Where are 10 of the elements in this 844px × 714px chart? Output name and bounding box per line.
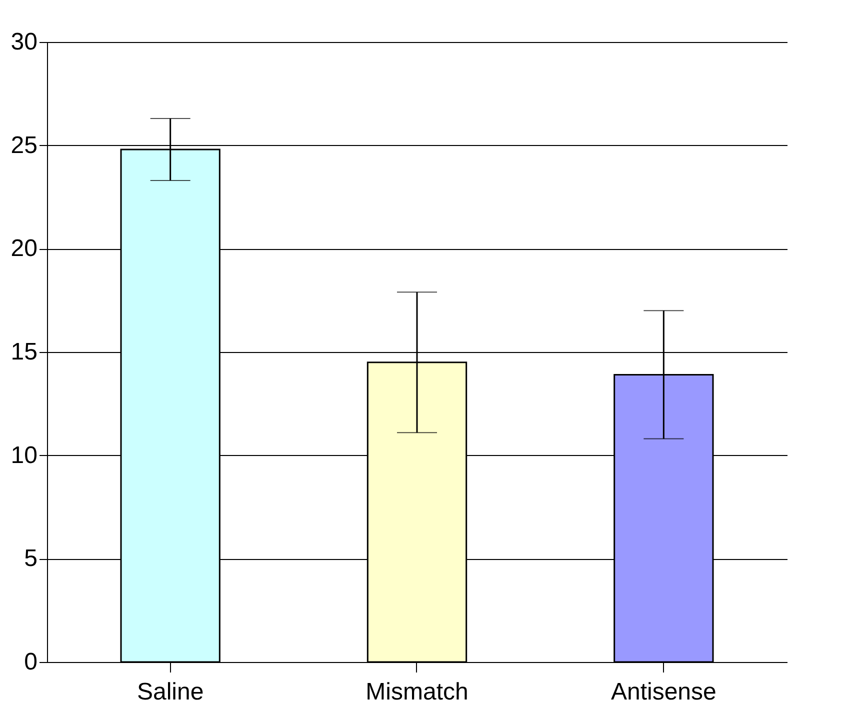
y-tick-label: 10 [10,442,38,469]
y-tick-label: 30 [10,28,38,56]
y-tick-label: 0 [24,648,38,676]
y-tick-label: 5 [24,545,38,572]
y-tick-label: 20 [10,235,38,262]
y-tick-label: 25 [10,132,38,159]
y-tick-label: 15 [10,338,38,366]
x-tick-label: Antisense [610,678,716,706]
x-tick-label: Saline [136,678,204,706]
x-tick-label: Mismatch [366,678,468,706]
